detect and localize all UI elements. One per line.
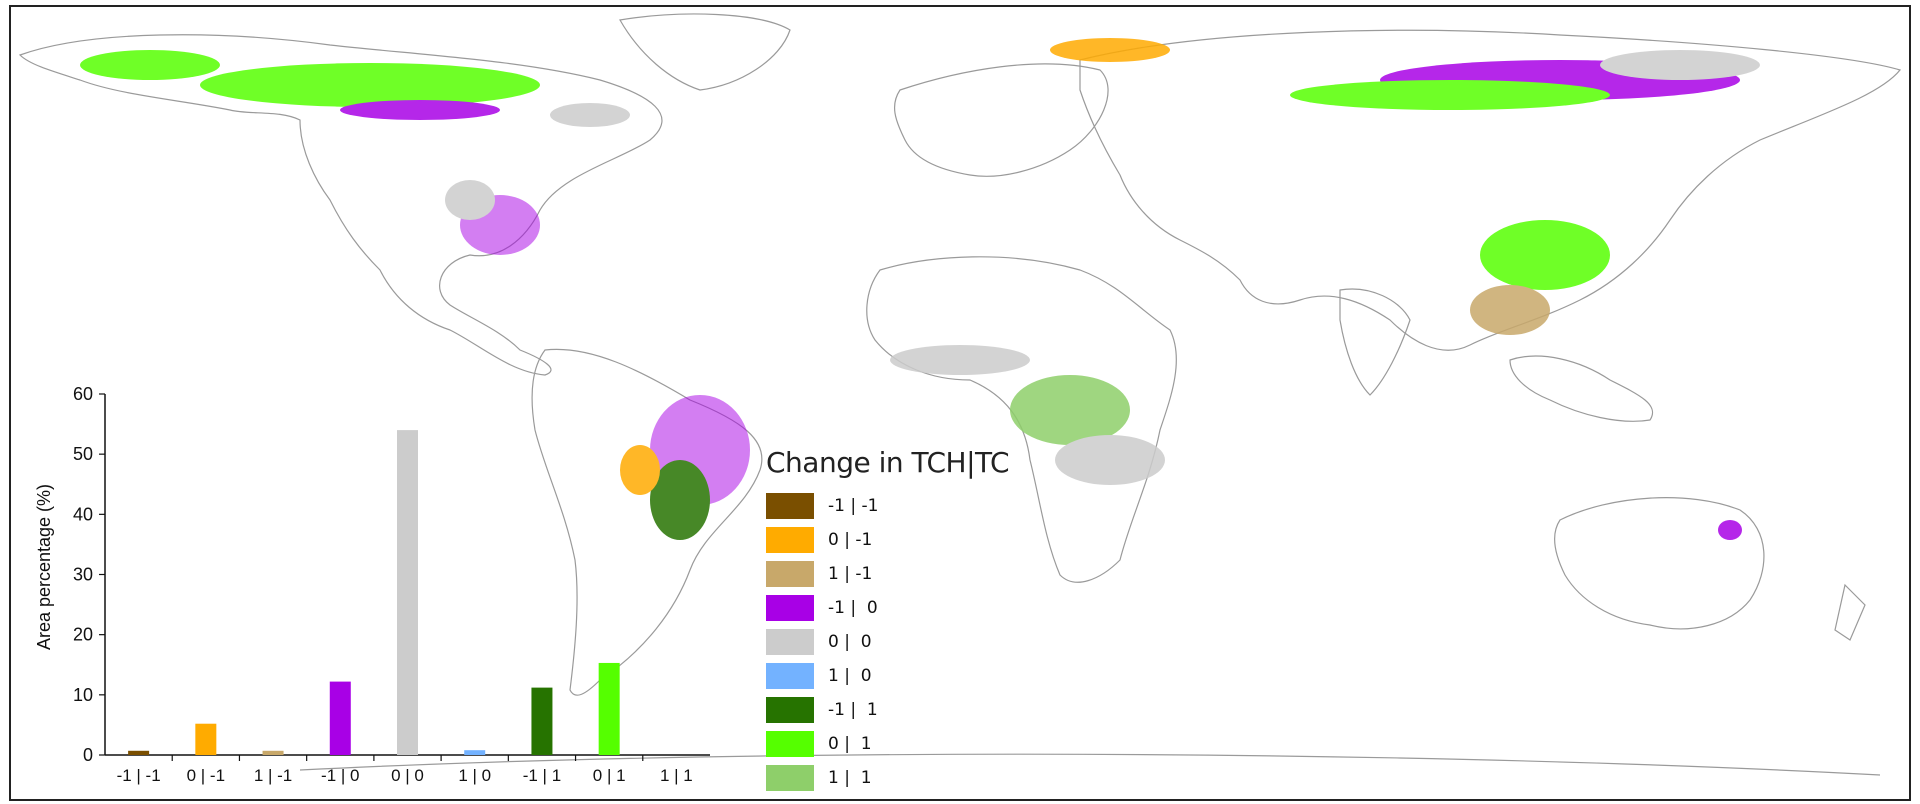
legend-item: 0 | -1 (766, 523, 1066, 557)
legend-label: 1 | 0 (828, 666, 872, 686)
y-tick-label: 30 (73, 565, 93, 585)
x-tick-label: 0 | 0 (391, 766, 424, 785)
y-tick-label: 10 (73, 685, 93, 705)
legend-swatch (766, 765, 814, 791)
y-tick-label: 50 (73, 444, 93, 464)
india-outline (1339, 288, 1411, 396)
legend: Change in TCH|TC -1 | -1 0 | -1 1 | -1 -1 |… (766, 446, 1066, 795)
brazil-orange-patch (620, 445, 660, 495)
y-tick-label: 0 (83, 745, 93, 765)
legend-label: -1 | 0 (828, 598, 878, 618)
area-percentage-bar-chart: Area percentage (%) 0 10 20 30 40 50 60 -1 | -1… (34, 384, 710, 785)
chart-ticks: 0 10 20 30 40 50 60 -1 | -1 0 | -1 1 | -1 -1 | 0 0 … (73, 384, 693, 785)
x-tick-label: 1 | -1 (254, 766, 292, 785)
asia-outline (1079, 29, 1902, 351)
x-tick-label: -1 | -1 (117, 766, 161, 785)
australia-outline (1553, 497, 1765, 630)
legend-rows: -1 | -1 0 | -1 1 | -1 -1 | 0 0 | 0 1 | 0 -1 | … (766, 489, 1066, 795)
bar (195, 723, 217, 755)
legend-item: -1 | 1 (766, 693, 1066, 727)
central-africa-grey-patch (1055, 435, 1165, 485)
canada-purple-patch (340, 100, 500, 120)
legend-label: 1 | -1 (828, 564, 873, 584)
y-tick-label: 40 (73, 504, 93, 524)
australia-purple-patch (1718, 520, 1742, 540)
legend-title: Change in TCH|TC (766, 446, 1010, 479)
chart-bars (128, 430, 620, 755)
legend-swatch (766, 527, 814, 553)
chart-y-axis-label: Area percentage (%) (34, 484, 54, 650)
legend-item: 1 | -1 (766, 557, 1066, 591)
new-zealand-outline (1834, 583, 1866, 641)
legend-swatch (766, 697, 814, 723)
bar (598, 662, 620, 755)
canada-green-patch (200, 63, 540, 107)
china-green-patch (1480, 220, 1610, 290)
central-africa-green-patch (1010, 375, 1130, 445)
legend-label: -1 | -1 (828, 496, 879, 516)
legend-swatch (766, 731, 814, 757)
russia-green-patch (1290, 80, 1610, 110)
legend-swatch (766, 663, 814, 689)
x-tick-label: -1 | 0 (321, 766, 359, 785)
legend-swatch (766, 629, 814, 655)
legend-label: 1 | 1 (828, 768, 872, 788)
x-tick-label: 1 | 1 (660, 766, 693, 785)
africa-outline (866, 256, 1177, 583)
legend-item: -1 | 0 (766, 591, 1066, 625)
legend-item: 0 | 0 (766, 625, 1066, 659)
bar (329, 681, 351, 755)
southeast-asia-outline (1509, 355, 1654, 422)
coastlines (18, 13, 1902, 776)
legend-item: 0 | 1 (766, 727, 1066, 761)
y-tick-label: 20 (73, 625, 93, 645)
brazil-green-patch (650, 460, 710, 540)
legend-swatch (766, 493, 814, 519)
legend-label: 0 | 1 (828, 734, 872, 754)
legend-item: 1 | 1 (766, 761, 1066, 795)
bar (464, 750, 486, 755)
europe-outline (893, 63, 1109, 177)
legend-label: 0 | -1 (828, 530, 873, 550)
y-tick-label: 60 (73, 384, 93, 404)
westafrica-grey-patch (890, 345, 1030, 375)
legend-label: -1 | 1 (828, 700, 878, 720)
us-east-grey-patch (445, 180, 495, 220)
x-tick-label: -1 | 1 (523, 766, 561, 785)
x-tick-label: 0 | -1 (187, 766, 225, 785)
legend-swatch (766, 561, 814, 587)
north-america-outline (18, 34, 663, 376)
x-tick-label: 0 | 1 (593, 766, 626, 785)
canada-grey-patch (550, 103, 630, 127)
legend-swatch (766, 595, 814, 621)
scandinavia-orange-patch (1050, 38, 1170, 62)
bar (128, 750, 150, 755)
map-border (9, 5, 1911, 801)
x-tick-label: 1 | 0 (458, 766, 491, 785)
southeast-asia-grey-patch (1470, 285, 1550, 335)
legend-label: 0 | 0 (828, 632, 872, 652)
alaska-green-patch (80, 50, 220, 80)
antarctica-outline (299, 753, 1881, 776)
bar (531, 687, 553, 755)
bar (262, 750, 284, 755)
greenland-outline (619, 13, 791, 91)
change-patches (80, 38, 1760, 540)
bar (397, 430, 418, 755)
legend-item: 1 | 0 (766, 659, 1066, 693)
siberia-grey-patch (1600, 50, 1760, 80)
legend-item: -1 | -1 (766, 489, 1066, 523)
